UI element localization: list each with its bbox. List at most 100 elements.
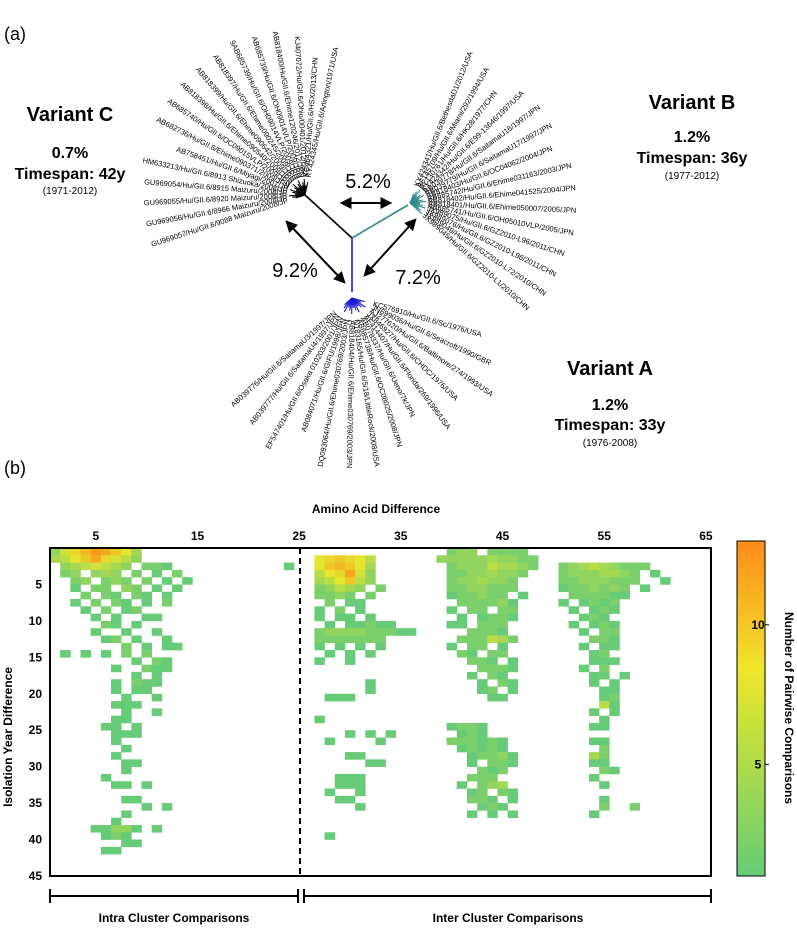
heatmap-cell: [466, 562, 478, 571]
heatmap-cell: [487, 664, 498, 673]
heatmap-cell: [60, 562, 71, 571]
heatmap-cell: [375, 737, 386, 746]
heatmap-cell: [599, 737, 610, 746]
heatmap-cell: [182, 577, 193, 585]
heatmap-cell: [151, 569, 163, 578]
heatmap-cell: [121, 599, 132, 607]
heatmap-cell: [436, 555, 447, 563]
heatmap-cell: [70, 584, 81, 593]
heatmap-cell: [355, 773, 366, 782]
heatmap-cell: [344, 628, 356, 636]
heatmap-cell: [629, 803, 641, 811]
heatmap-cell: [100, 569, 112, 578]
heatmap-cell: [111, 569, 122, 578]
heatmap-cell: [477, 664, 488, 673]
y-tick-label: 15: [29, 650, 43, 664]
heatmap-cell: [477, 657, 488, 665]
y-tick-label: 5: [35, 577, 42, 591]
heatmap-cell: [100, 832, 112, 840]
heatmap-cell: [121, 708, 132, 716]
group-label-intra: Intra Cluster Comparisons: [99, 911, 250, 925]
heatmap-cell: [141, 781, 152, 789]
heatmap-cell: [100, 824, 112, 833]
heatmap-cell: [487, 584, 498, 593]
variant-c-info: Variant C 0.7% Timespan: 42y (1971-2012): [15, 104, 126, 197]
heatmap-cell: [111, 635, 122, 644]
variant-a-timespan: Timespan: 33y: [555, 417, 666, 434]
heatmap-cell: [497, 577, 508, 585]
x-axis-title: Amino Acid Difference: [312, 502, 441, 516]
heatmap-cell: [324, 584, 336, 593]
heatmap-cell: [111, 715, 122, 724]
heatmap-cell: [477, 635, 488, 644]
heatmap-cell: [50, 548, 61, 556]
heatmap-cell: [599, 613, 610, 622]
heatmap-cell: [314, 657, 325, 665]
heatmap-cell: [60, 548, 71, 556]
heatmap-cell: [365, 759, 376, 767]
heatmap-cell: [609, 606, 620, 614]
heatmap-cell: [456, 730, 468, 738]
heatmap-cell: [131, 620, 142, 629]
heatmap-cell: [578, 584, 590, 593]
heatmap-cell: [314, 555, 325, 563]
heatmap-cell: [507, 577, 519, 585]
heatmap-cell: [609, 599, 620, 607]
heatmap-cell: [497, 599, 508, 607]
heatmap-cell: [609, 642, 620, 651]
heatmap-cell: [131, 569, 142, 578]
heatmap-cell: [314, 715, 325, 724]
heatmap-cell: [111, 613, 122, 622]
heatmap-cell: [466, 548, 478, 556]
heatmap-cell: [111, 824, 122, 833]
heatmap-cell: [527, 562, 539, 571]
heatmap-cell: [456, 577, 468, 585]
heatmap-cell: [466, 759, 478, 767]
heatmap-cell: [161, 599, 173, 607]
heatmap-cell: [334, 773, 346, 782]
y-tick-label: 35: [29, 796, 43, 810]
heatmap-cell: [456, 562, 468, 571]
heatmap-cell: [151, 657, 163, 665]
heatmap-cell: [487, 555, 498, 563]
heatmap-cell: [334, 613, 346, 622]
heatmap-cell: [487, 744, 498, 753]
variant-b-info: Variant B 1.2% Timespan: 36y (1977-2012): [637, 92, 748, 182]
heatmap-cell: [324, 650, 336, 658]
heatmap-cell: [365, 628, 376, 636]
heatmap-cell: [324, 788, 336, 797]
heatmap-cell: [131, 686, 142, 695]
heatmap-cell: [324, 569, 336, 578]
heatmap-cell: [497, 613, 508, 622]
heatmap-cell: [111, 620, 122, 629]
heatmap-cell: [477, 584, 488, 593]
panel-b-label: (b): [4, 458, 26, 478]
heatmap-cell: [477, 620, 488, 629]
heatmap-cell: [578, 599, 590, 607]
heatmap-cell: [111, 701, 122, 709]
heatmap-cell: [609, 562, 620, 571]
heatmap-cell: [283, 562, 295, 571]
heatmap-cell: [141, 562, 152, 571]
heatmap-cell: [395, 628, 407, 636]
heatmap-cell: [507, 788, 519, 797]
heatmap-cell: [131, 795, 142, 804]
heatmap-cell: [161, 664, 173, 673]
heatmap-cell: [477, 752, 488, 760]
heatmap-cell: [131, 671, 142, 680]
heatmap-cell: [334, 606, 346, 614]
heatmap-cell: [639, 584, 651, 593]
heatmap-cell: [466, 577, 478, 585]
heatmap-cell: [121, 628, 132, 636]
heatmap-cell: [121, 730, 132, 738]
heatmap-cell: [609, 701, 620, 709]
heatmap-cell: [619, 569, 630, 578]
heatmap-cell: [314, 642, 325, 651]
heatmap-cell: [100, 548, 112, 556]
heatmap-cell: [477, 737, 488, 746]
heatmap-cell: [151, 584, 163, 593]
heatmap-cell: [161, 803, 173, 811]
heatmap-cell: [121, 744, 132, 753]
heatmap-cell: [151, 708, 163, 716]
